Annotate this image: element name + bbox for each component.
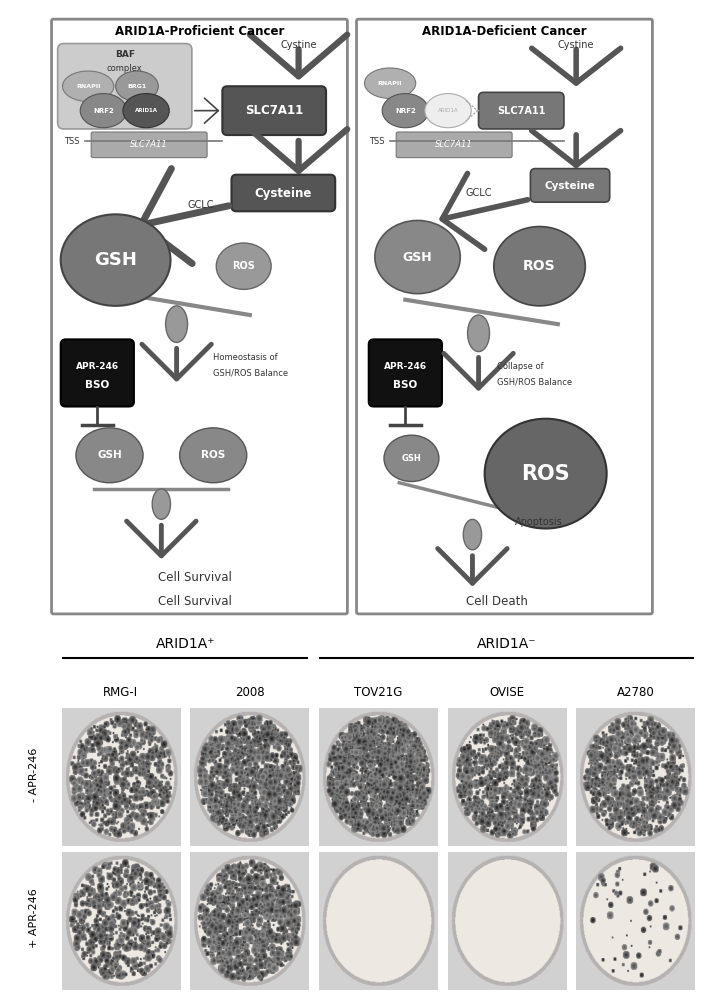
Text: APR-246: APR-246 (76, 362, 119, 371)
Ellipse shape (62, 71, 114, 102)
Text: ARID1A: ARID1A (438, 108, 458, 113)
FancyBboxPatch shape (396, 132, 512, 158)
Text: SLC7A11: SLC7A11 (130, 140, 168, 149)
Ellipse shape (375, 220, 460, 294)
Text: BAF: BAF (115, 50, 135, 59)
Text: ROS: ROS (523, 259, 556, 273)
Text: complex: complex (107, 64, 143, 73)
Text: A2780: A2780 (617, 686, 655, 699)
Text: NRF2: NRF2 (93, 108, 114, 114)
FancyBboxPatch shape (479, 92, 564, 129)
Text: BSO: BSO (393, 380, 417, 390)
Ellipse shape (123, 94, 169, 128)
Text: Cysteine: Cysteine (255, 186, 312, 200)
Text: ARID1A-Deficient Cancer: ARID1A-Deficient Cancer (422, 25, 587, 38)
Text: SLC7A11: SLC7A11 (245, 104, 303, 117)
Text: Collapse of: Collapse of (497, 362, 544, 371)
Text: Cystine: Cystine (281, 40, 317, 50)
Ellipse shape (61, 214, 170, 306)
FancyBboxPatch shape (530, 169, 609, 202)
FancyBboxPatch shape (58, 44, 192, 129)
FancyBboxPatch shape (356, 19, 653, 614)
Ellipse shape (180, 428, 247, 483)
Text: TOV21G: TOV21G (354, 686, 402, 699)
Text: SLC7A11: SLC7A11 (497, 106, 545, 116)
Ellipse shape (165, 306, 187, 342)
FancyBboxPatch shape (231, 175, 335, 211)
Text: BSO: BSO (85, 380, 110, 390)
Ellipse shape (463, 519, 481, 550)
FancyBboxPatch shape (369, 339, 442, 406)
FancyBboxPatch shape (91, 132, 207, 158)
FancyBboxPatch shape (222, 86, 326, 135)
Text: Cystine: Cystine (558, 40, 595, 50)
Text: GSH/ROS Balance: GSH/ROS Balance (497, 378, 572, 387)
Text: ARID1A-Proficient Cancer: ARID1A-Proficient Cancer (115, 25, 284, 38)
Text: Apoptosis: Apoptosis (515, 517, 563, 527)
Text: GSH: GSH (403, 251, 433, 264)
Text: Cysteine: Cysteine (544, 181, 595, 191)
Text: TSS: TSS (64, 137, 79, 146)
Text: - APR-246: - APR-246 (29, 747, 39, 802)
Text: GCLC: GCLC (188, 200, 214, 210)
Text: ROS: ROS (201, 450, 226, 460)
Ellipse shape (384, 435, 439, 482)
Ellipse shape (76, 428, 143, 483)
Text: Cell Survival: Cell Survival (158, 595, 232, 608)
Text: 2008: 2008 (235, 686, 264, 699)
Ellipse shape (382, 94, 428, 128)
Text: GSH: GSH (94, 251, 137, 269)
Text: NRF2: NRF2 (395, 108, 416, 114)
Ellipse shape (365, 68, 416, 98)
Text: RNAPII: RNAPII (76, 84, 100, 89)
Text: ROS: ROS (233, 261, 255, 271)
Text: TSS: TSS (369, 137, 384, 146)
Text: Cell Survival: Cell Survival (158, 571, 232, 584)
Text: OVISE: OVISE (489, 686, 525, 699)
Text: GSH/ROS Balance: GSH/ROS Balance (214, 368, 288, 377)
Text: SLC7A11: SLC7A11 (436, 140, 473, 149)
Ellipse shape (425, 94, 472, 128)
Text: RMG-I: RMG-I (103, 686, 139, 699)
Ellipse shape (152, 489, 170, 519)
Text: Cell Death: Cell Death (466, 595, 528, 608)
Text: Homeostasis of: Homeostasis of (214, 353, 278, 362)
Text: ARID1A⁻: ARID1A⁻ (477, 637, 537, 651)
Text: GSH: GSH (97, 450, 122, 460)
Text: + APR-246: + APR-246 (29, 888, 39, 948)
Text: ARID1A⁺: ARID1A⁺ (156, 637, 215, 651)
Text: APR-246: APR-246 (384, 362, 427, 371)
Ellipse shape (216, 243, 271, 289)
Text: GSH: GSH (402, 454, 421, 463)
Text: ARID1A: ARID1A (134, 108, 158, 113)
Ellipse shape (116, 71, 158, 102)
Ellipse shape (80, 94, 127, 128)
Text: RNAPII: RNAPII (378, 81, 402, 86)
FancyBboxPatch shape (52, 19, 347, 614)
Ellipse shape (467, 315, 489, 352)
Text: BRG1: BRG1 (127, 84, 146, 89)
FancyBboxPatch shape (61, 339, 134, 406)
Ellipse shape (493, 227, 585, 306)
Text: GCLC: GCLC (465, 188, 492, 198)
Text: ROS: ROS (521, 464, 570, 484)
Ellipse shape (485, 419, 607, 528)
